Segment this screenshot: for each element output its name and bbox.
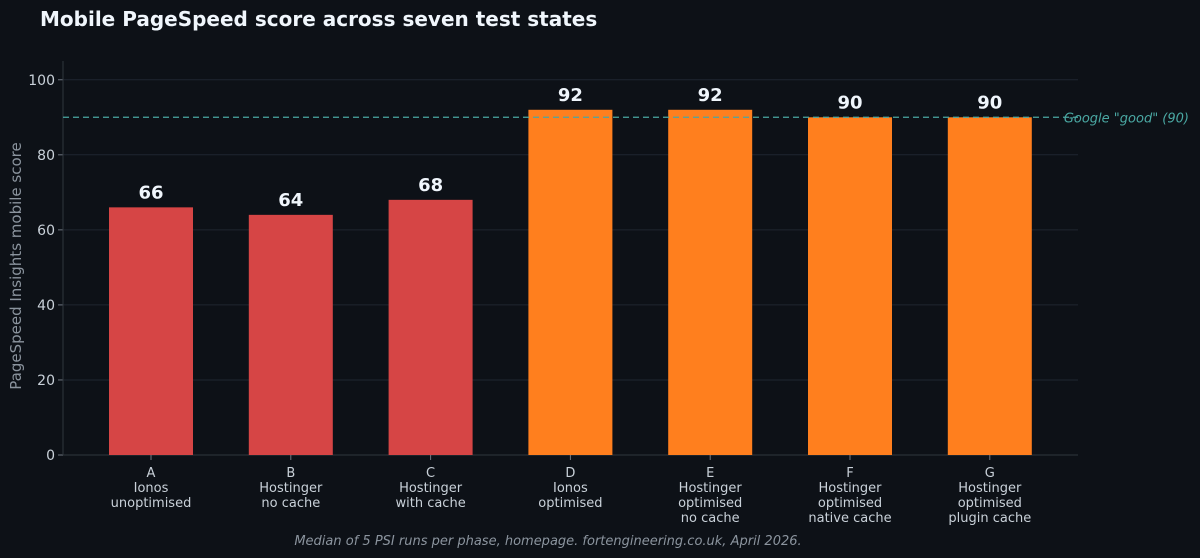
value-label-c: 68: [418, 175, 443, 196]
reference-line-label: Google "good" (90): [1064, 111, 1189, 126]
bar-e: [668, 109, 753, 456]
y-tick-label: 20: [37, 373, 55, 389]
y-tick-label: 100: [28, 73, 55, 89]
x-tick-label-line: B: [286, 466, 295, 481]
x-tick-label-line: E: [706, 466, 714, 481]
y-tick-label: 40: [37, 298, 55, 314]
x-tick-label: B Hostinger no cache: [259, 466, 323, 511]
x-tick-label-line: Hostinger: [958, 481, 1022, 496]
y-tick-label: 60: [37, 223, 55, 239]
x-tick-label-line: Hostinger: [679, 481, 743, 496]
y-tick-label: 80: [37, 148, 55, 164]
value-labels: 66 64 68 92 92 90 90: [138, 85, 1002, 211]
chart-title: Mobile PageSpeed score across seven test…: [40, 7, 597, 31]
x-tick-label-line: A: [147, 466, 156, 481]
x-tick-label-line: optimised: [818, 496, 882, 511]
x-tick-label-line: optimised: [958, 496, 1022, 511]
value-label-g: 90: [977, 92, 1002, 113]
x-tick-label-line: no cache: [681, 511, 740, 526]
x-tick-label: F Hostinger optimised native cache: [808, 466, 891, 526]
x-tick-label-line: F: [846, 466, 853, 481]
bar-c: [388, 199, 473, 455]
value-label-f: 90: [837, 92, 862, 113]
x-tick-label-line: Hostinger: [818, 481, 882, 496]
x-tick-label-line: with cache: [395, 496, 465, 511]
value-label-e: 92: [698, 85, 723, 106]
x-tick-label-line: C: [426, 466, 435, 481]
x-tick-label: A Ionos unoptimised: [111, 466, 192, 511]
x-tick-label: G Hostinger optimised plugin cache: [948, 466, 1031, 526]
x-tick-label-line: unoptimised: [111, 496, 192, 511]
x-tick-label: C Hostinger with cache: [395, 466, 465, 511]
y-tick-label: 0: [46, 448, 55, 464]
x-tick-label-line: Ionos: [134, 481, 169, 496]
x-tick-label-line: optimised: [678, 496, 742, 511]
value-label-d: 92: [558, 85, 583, 106]
x-tick-label: E Hostinger optimised no cache: [678, 466, 742, 526]
x-tick-label-line: D: [565, 466, 575, 481]
x-tick-label-line: Hostinger: [399, 481, 463, 496]
bar-b: [248, 214, 333, 455]
chart-caption: Median of 5 PSI runs per phase, homepage…: [294, 534, 801, 549]
x-tick-label-line: Hostinger: [259, 481, 323, 496]
x-tick-label-line: G: [985, 466, 995, 481]
x-tick-label: D Ionos optimised: [538, 466, 602, 511]
x-tick-label-line: no cache: [261, 496, 320, 511]
bar-a: [109, 207, 193, 455]
x-tick-label-line: native cache: [808, 511, 891, 526]
y-axis-label: PageSpeed Insights mobile score: [7, 142, 25, 389]
bars: [109, 109, 1032, 456]
reference-line-group: Google "good" (90): [63, 111, 1189, 126]
bar-g: [947, 117, 1032, 456]
value-label-b: 64: [278, 190, 303, 211]
x-tick-label-line: plugin cache: [948, 511, 1031, 526]
bar-d: [528, 109, 613, 456]
value-label-a: 66: [138, 182, 163, 203]
bar-f: [808, 117, 892, 456]
x-tick-label-line: optimised: [538, 496, 602, 511]
x-tick-label-line: Ionos: [553, 481, 588, 496]
